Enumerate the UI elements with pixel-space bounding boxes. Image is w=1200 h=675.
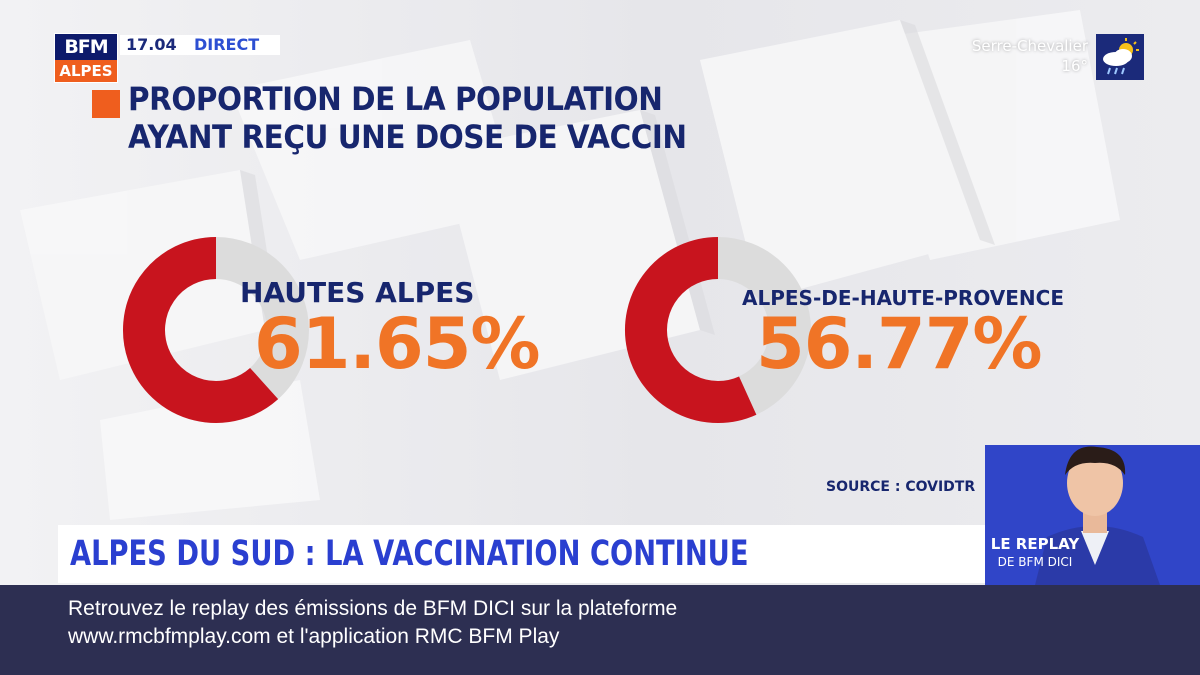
channel-logo: BFM ALPES bbox=[54, 33, 118, 83]
logo-region: ALPES bbox=[55, 60, 117, 82]
region-name-1: HAUTES ALPES bbox=[240, 276, 475, 309]
replay-title: LE REPLAY bbox=[990, 535, 1080, 553]
weather-location: Serre-Chevalier bbox=[971, 37, 1088, 55]
title-marker bbox=[92, 90, 120, 118]
logo-text: BFM bbox=[64, 36, 108, 58]
weather-readout: Serre-Chevalier 16° bbox=[972, 36, 1088, 76]
weather-temperature: 16° bbox=[1061, 57, 1088, 75]
clock-badge: 17.04 DIRECT bbox=[120, 35, 280, 55]
region-name-2: ALPES-DE-HAUTE-PROVENCE bbox=[742, 286, 1065, 310]
percent-value-1: 61.65% bbox=[254, 303, 541, 385]
headline-text: ALPES DU SUD : LA VACCINATION CONTINUE bbox=[70, 534, 749, 574]
headline-band: ALPES DU SUD : LA VACCINATION CONTINUE bbox=[58, 525, 985, 583]
donut-chart-alpes-de-haute-provence bbox=[625, 237, 811, 423]
ticker-line-1: Retrouvez le replay des émissions de BFM… bbox=[68, 597, 678, 620]
ticker-line-2: www.rmcbfmplay.com et l'application RMC … bbox=[68, 625, 560, 648]
presenter-inset: LE REPLAY DE BFM DICI bbox=[985, 445, 1200, 585]
replay-subtitle: DE BFM DICI bbox=[997, 555, 1073, 569]
page-title: PROPORTION DE LA POPULATION AYANT REÇU U… bbox=[128, 80, 687, 156]
clock-time: 17.04 bbox=[126, 35, 177, 54]
title-line-1: PROPORTION DE LA POPULATION bbox=[128, 80, 663, 118]
donut-chart-hautes-alpes bbox=[123, 237, 309, 423]
presenter-avatar bbox=[985, 445, 1200, 585]
donut-value-arc bbox=[123, 237, 279, 423]
live-label: DIRECT bbox=[194, 35, 260, 54]
source-label: SOURCE : COVIDTR bbox=[826, 479, 976, 495]
title-line-2: AYANT REÇU UNE DOSE DE VACCIN bbox=[128, 118, 687, 156]
sun-cloud-rain-icon bbox=[1096, 34, 1144, 80]
info-ticker: Retrouvez le replay des émissions de BFM… bbox=[0, 585, 1200, 675]
percent-value-2: 56.77% bbox=[756, 303, 1043, 385]
donut-value-arc bbox=[625, 237, 757, 423]
